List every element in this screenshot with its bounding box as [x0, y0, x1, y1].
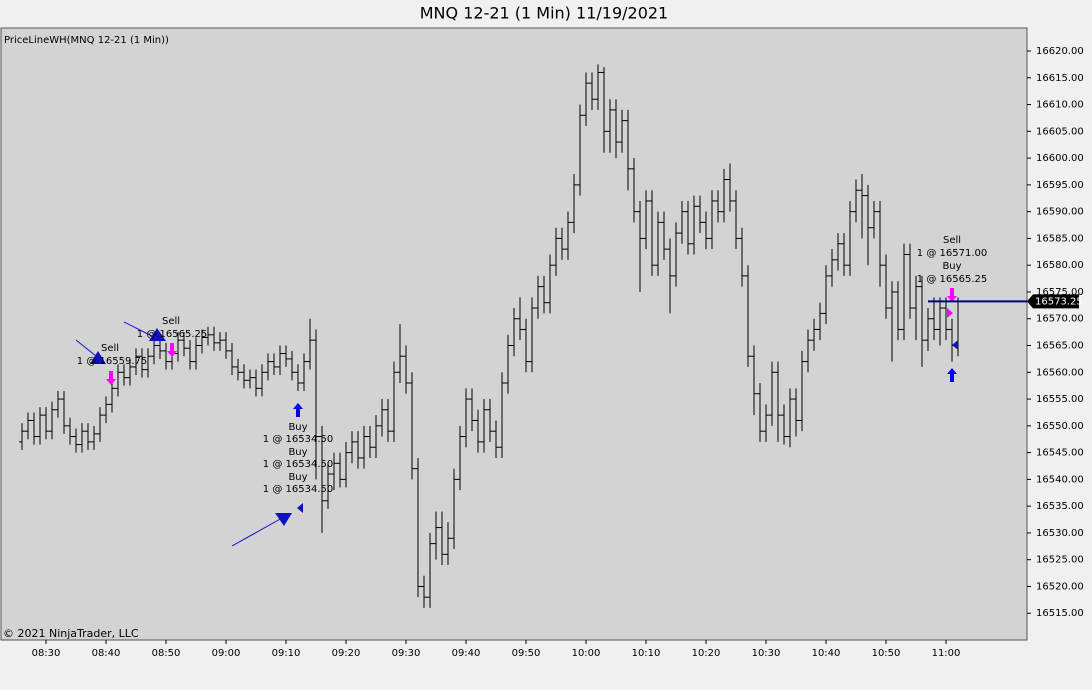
y-tick-label: 16565.00 [1036, 341, 1084, 352]
sell-arrow [947, 288, 957, 302]
indicator-label: PriceLineWH(MNQ 12-21 (1 Min)) [4, 35, 169, 46]
y-tick-label: 16535.00 [1036, 501, 1084, 512]
trade-markers: Sell 1 @ 16559.75 Sell 1 @ 16565.25 Buy … [75, 235, 987, 547]
buy-arrow [947, 368, 957, 382]
trade-action: Buy [942, 261, 961, 272]
entry-marker [297, 503, 303, 513]
x-tick-label: 09:30 [392, 648, 421, 659]
y-tick-label: 16575.00 [1036, 287, 1084, 298]
x-tick-label: 09:00 [212, 648, 241, 659]
y-tick-label: 16600.00 [1036, 153, 1084, 164]
x-tick-label: 08:50 [152, 648, 181, 659]
y-tick-label: 16570.00 [1036, 314, 1084, 325]
y-tick-label: 16615.00 [1036, 73, 1084, 84]
x-tick-label: 10:20 [692, 648, 721, 659]
x-tick-label: 09:20 [332, 648, 361, 659]
y-tick-label: 16525.00 [1036, 555, 1084, 566]
x-tick-label: 08:40 [92, 648, 121, 659]
x-tick-label: 09:50 [512, 648, 541, 659]
trade-fill: 1 @ 16534.50 [263, 484, 333, 495]
y-tick-label: 16515.00 [1036, 608, 1084, 619]
price-marker-label: 16573.25 [1035, 296, 1083, 307]
exit-marker [947, 308, 953, 318]
y-tick-label: 16545.00 [1036, 448, 1084, 459]
y-tick-label: 16580.00 [1036, 260, 1084, 271]
y-tick-label: 16620.00 [1036, 46, 1084, 57]
x-tick-label: 10:00 [572, 648, 601, 659]
trade-connector [231, 517, 283, 547]
trade-action: Buy [288, 422, 307, 433]
trade-fill: 1 @ 16534.50 [263, 459, 333, 470]
trade-connector [123, 321, 153, 337]
y-tick-label: 16590.00 [1036, 207, 1084, 218]
y-tick-label: 16530.00 [1036, 528, 1084, 539]
sell-arrow [106, 371, 116, 385]
y-tick-label: 16520.00 [1036, 581, 1084, 592]
y-tick-label: 16550.00 [1036, 421, 1084, 432]
bars [19, 64, 961, 608]
trade-triangle [275, 513, 292, 526]
x-tick-label: 10:30 [752, 648, 781, 659]
buy-arrow [293, 403, 303, 417]
trade-action: Sell [162, 316, 180, 327]
entry-marker [952, 340, 958, 350]
trade-fill: 1 @ 16571.00 [917, 248, 987, 259]
trade-action: Buy [288, 447, 307, 458]
x-tick-label: 10:10 [632, 648, 661, 659]
trade-connector [75, 339, 97, 357]
price-marker [1027, 294, 1079, 309]
y-tick-label: 16610.00 [1036, 100, 1084, 111]
trade-fill: 1 @ 16559.75 [77, 356, 147, 367]
trade-triangle [149, 328, 166, 341]
x-tick-label: 11:00 [932, 648, 961, 659]
x-tick-label: 09:40 [452, 648, 481, 659]
x-tick-label: 08:30 [32, 648, 61, 659]
chart-title: MNQ 12-21 (1 Min) 11/19/2021 [420, 4, 668, 23]
trade-triangle [90, 351, 106, 364]
y-tick-label: 16605.00 [1036, 126, 1084, 137]
copyright: © 2021 NinjaTrader, LLC [3, 627, 139, 640]
y-tick-label: 16555.00 [1036, 394, 1084, 405]
trade-action: Sell [101, 343, 119, 354]
y-tick-label: 16585.00 [1036, 233, 1084, 244]
trade-action: Buy [288, 472, 307, 483]
x-tick-label: 10:40 [812, 648, 841, 659]
trade-fill: 1 @ 16534.50 [263, 434, 333, 445]
x-tick-label: 10:50 [872, 648, 901, 659]
x-tick-label: 09:10 [272, 648, 301, 659]
y-tick-label: 16560.00 [1036, 367, 1084, 378]
sell-arrow [167, 343, 177, 357]
trade-fill: 1 @ 16565.25 [137, 329, 207, 340]
trade-fill: 1 @ 16565.25 [917, 274, 987, 285]
y-tick-label: 16595.00 [1036, 180, 1084, 191]
trade-action: Sell [943, 235, 961, 246]
y-tick-label: 16540.00 [1036, 474, 1084, 485]
